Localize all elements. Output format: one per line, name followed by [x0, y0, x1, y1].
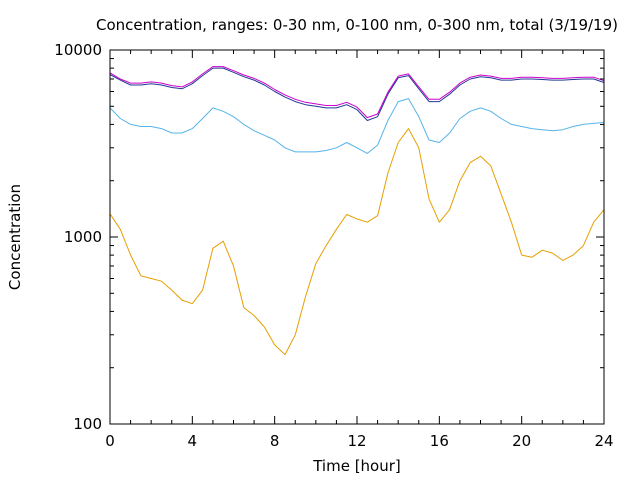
- x-tick-label: 8: [270, 432, 280, 450]
- y-tick-label: 100: [73, 415, 102, 433]
- x-tick-label: 16: [430, 432, 449, 450]
- series-line-3: [109, 66, 605, 119]
- series-line-0: [109, 128, 605, 356]
- ticks-layer: 0 4 8 12 16 20 24 100 1000 10000: [54, 41, 613, 450]
- y-tick-label: 10000: [54, 41, 102, 59]
- x-tick-label: 0: [105, 432, 115, 450]
- series-line-1: [109, 98, 605, 154]
- y-axis-label: Concentration: [6, 184, 24, 290]
- y-tick-label: 1000: [64, 228, 102, 246]
- x-tick-label: 12: [347, 432, 366, 450]
- series-layer: [109, 66, 605, 356]
- x-tick-label: 4: [188, 432, 198, 450]
- x-tick-label: 24: [594, 432, 613, 450]
- plot-frame: [109, 49, 605, 425]
- chart-title: Concentration, ranges: 0-30 nm, 0-100 nm…: [96, 16, 618, 34]
- x-tick-label: 20: [512, 432, 531, 450]
- x-axis-label: Time [hour]: [312, 457, 401, 475]
- series-line-2: [109, 67, 605, 121]
